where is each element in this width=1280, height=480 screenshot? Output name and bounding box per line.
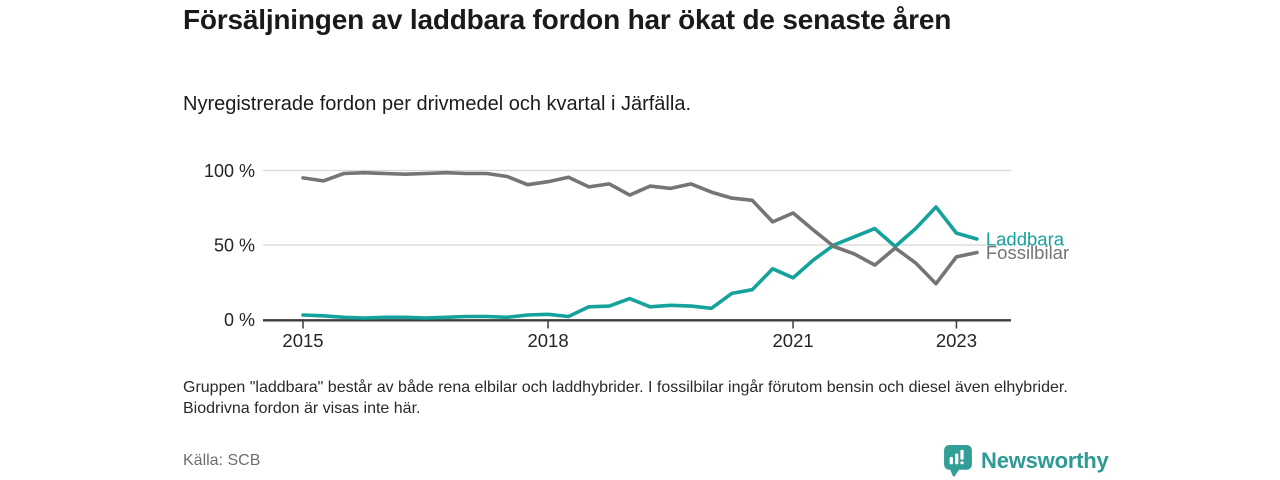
chart-footnote: Gruppen "laddbara" består av både rena e… xyxy=(183,379,1068,418)
logo-bar-1 xyxy=(949,456,953,465)
logo-bar-2 xyxy=(955,453,959,465)
line-chart: 0 % 50 % 100 % 2015 2018 2021 2023 Laddbara Foss… xyxy=(185,150,1085,365)
x-tick-label: 2021 xyxy=(773,330,814,351)
y-tick-label: 0 % xyxy=(224,310,255,330)
x-tick-label: 2015 xyxy=(282,330,323,351)
brand-name: Newsworthy xyxy=(981,448,1109,473)
x-tick-label: 2023 xyxy=(936,330,977,351)
logo-bang-dot xyxy=(960,461,964,465)
series-line-laddbara xyxy=(301,205,979,320)
bar-chart-bubble-icon xyxy=(944,445,972,477)
series-end-label-laddbara: Laddbara xyxy=(986,229,1065,250)
y-tick-label: 100 % xyxy=(204,161,255,181)
series-end-label-fossilbilar: Fossilbilar xyxy=(986,242,1069,263)
series-line-fossilbilar xyxy=(301,170,979,286)
newsworthy-logo: Newsworthy xyxy=(943,445,1109,477)
y-tick-label: 50 % xyxy=(214,235,255,255)
source-label: Källa: SCB xyxy=(183,452,261,469)
page-title: Försäljningen av laddbara fordon har öka… xyxy=(183,4,952,35)
x-tick-label: 2018 xyxy=(527,330,568,351)
page-subtitle: Nyregistrerade fordon per drivmedel och … xyxy=(183,93,691,115)
line-chart-svg: 0 % 50 % 100 % 2015 2018 2021 2023 LaddbaraFoss… xyxy=(204,161,1069,351)
logo-bang-bar xyxy=(960,449,964,460)
